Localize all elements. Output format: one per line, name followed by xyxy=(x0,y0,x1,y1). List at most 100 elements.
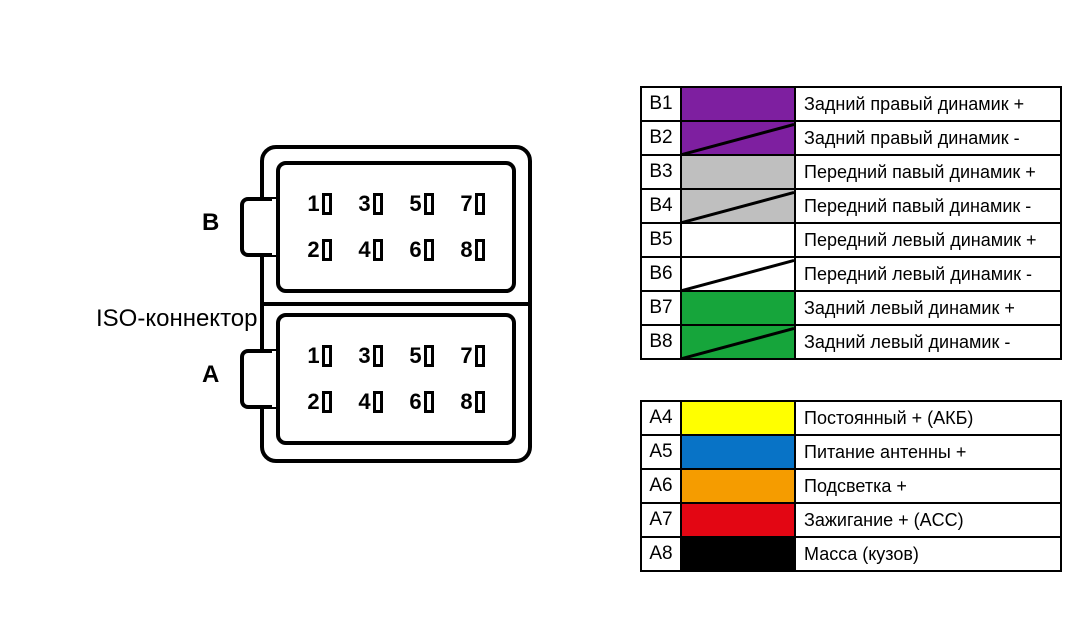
pins-a: 13572468 xyxy=(280,317,512,441)
legend-label: Питание антенны + xyxy=(796,436,1060,468)
connector-title: ISO-коннектор xyxy=(96,305,258,333)
legend-pin-id: B7 xyxy=(642,292,682,324)
pin-number: 3 xyxy=(358,343,370,369)
pin-a-3: 3 xyxy=(345,335,396,377)
page-root: ISO-коннектор B A 13572468 13572468 B1За… xyxy=(0,0,1080,621)
legend-swatch xyxy=(682,538,796,570)
legend-pin-id: B6 xyxy=(642,258,682,290)
pin-number: 7 xyxy=(460,191,472,217)
legend-group-b: B1 Задний правый динамик +B2Задний правый… xyxy=(640,86,1062,360)
pin-number: 5 xyxy=(409,343,421,369)
legend-row-b2: B2Задний правый динамик - xyxy=(642,120,1060,154)
pin-number: 2 xyxy=(307,237,319,263)
pin-b-6: 6 xyxy=(396,229,447,271)
pin-box-icon xyxy=(475,239,485,261)
pin-number: 1 xyxy=(307,343,319,369)
pin-number: 3 xyxy=(358,191,370,217)
pin-b-3: 3 xyxy=(345,183,396,225)
swatch-fill xyxy=(682,88,794,120)
pin-number: 8 xyxy=(460,237,472,263)
legend-pin-id: A5 xyxy=(642,436,682,468)
legend-row-b6: B6 Передний левый динамик - xyxy=(642,256,1060,290)
pin-b-8: 8 xyxy=(447,229,498,271)
pin-b-1: 1 xyxy=(294,183,345,225)
pin-b-2: 2 xyxy=(294,229,345,271)
pin-a-1: 1 xyxy=(294,335,345,377)
legend-row-a5: A5 Питание антенны + xyxy=(642,434,1060,468)
legend-label: Задний правый динамик - xyxy=(796,122,1060,154)
legend-label: Передний павый динамик + xyxy=(796,156,1060,188)
pin-b-7: 7 xyxy=(447,183,498,225)
legend-group-a: A4Постоянный + (АКБ)A5Питание антенны +A… xyxy=(640,400,1062,572)
pin-box-icon xyxy=(475,345,485,367)
section-a: 13572468 xyxy=(276,313,516,445)
legend-label: Задний правый динамик + xyxy=(796,88,1060,120)
pin-box-icon xyxy=(373,391,383,413)
pin-b-4: 4 xyxy=(345,229,396,271)
legend-row-a6: A6 Подсветка + xyxy=(642,468,1060,502)
connector-divider xyxy=(264,302,528,306)
pin-a-8: 8 xyxy=(447,381,498,423)
pin-number: 2 xyxy=(307,389,319,415)
legend-pin-id: A7 xyxy=(642,504,682,536)
section-label-b: B xyxy=(202,209,219,237)
pin-box-icon xyxy=(322,345,332,367)
pin-box-icon xyxy=(475,391,485,413)
swatch-slash-icon xyxy=(682,190,794,222)
swatch-slash-icon xyxy=(682,258,794,290)
swatch-fill xyxy=(682,504,794,536)
legend-swatch xyxy=(682,224,796,256)
pin-number: 4 xyxy=(358,237,370,263)
swatch-slash-icon xyxy=(682,122,794,154)
pin-number: 5 xyxy=(409,191,421,217)
legend-pin-id: B8 xyxy=(642,326,682,358)
iso-connector-diagram: B A 13572468 13572468 xyxy=(240,145,532,463)
pin-box-icon xyxy=(373,345,383,367)
legend-label: Задний левый динамик - xyxy=(796,326,1060,358)
legend-pin-id: B1 xyxy=(642,88,682,120)
legend-label: Масса (кузов) xyxy=(796,538,1060,570)
pin-box-icon xyxy=(322,391,332,413)
swatch-slash-icon xyxy=(682,326,794,358)
legend-label: Подсветка + xyxy=(796,470,1060,502)
pin-box-icon xyxy=(373,239,383,261)
pins-b: 1 3 5 7 2 468 xyxy=(280,165,512,289)
pin-number: 8 xyxy=(460,389,472,415)
legend-row-b8: B8 Задний левый динамик - xyxy=(642,324,1060,358)
legend-swatch xyxy=(682,292,796,324)
legend-label: Передний павый динамик - xyxy=(796,190,1060,222)
legend-label: Зажигание + (ACC) xyxy=(796,504,1060,536)
legend-row-a4: A4 Постоянный + (АКБ) xyxy=(642,400,1060,434)
pin-box-icon xyxy=(322,239,332,261)
pin-number: 1 xyxy=(307,191,319,217)
pin-b-5: 5 xyxy=(396,183,447,225)
pin-number: 6 xyxy=(409,389,421,415)
legend-pin-id: B5 xyxy=(642,224,682,256)
swatch-fill xyxy=(682,292,794,324)
legend-row-b5: B5 Передний левый динамик + xyxy=(642,222,1060,256)
legend-row-b4: B4 Передний павый динамик - xyxy=(642,188,1060,222)
legend-label: Постоянный + (АКБ) xyxy=(796,402,1060,434)
legend-swatch xyxy=(682,122,796,154)
swatch-fill xyxy=(682,156,794,188)
legend-swatch xyxy=(682,190,796,222)
legend-swatch xyxy=(682,156,796,188)
legend-pin-id: A4 xyxy=(642,402,682,434)
pin-box-icon xyxy=(424,239,434,261)
legend-label: Передний левый динамик - xyxy=(796,258,1060,290)
legend-label: Передний левый динамик + xyxy=(796,224,1060,256)
legend-pin-id: A6 xyxy=(642,470,682,502)
legend-row-b3: B3Передний павый динамик + xyxy=(642,154,1060,188)
pin-box-icon xyxy=(373,193,383,215)
swatch-fill xyxy=(682,538,794,570)
legend-swatch xyxy=(682,326,796,358)
legend-row-a7: A7 Зажигание + (ACC) xyxy=(642,502,1060,536)
pin-a-2: 2 xyxy=(294,381,345,423)
swatch-fill xyxy=(682,436,794,468)
legend-pin-id: A8 xyxy=(642,538,682,570)
legend-row-b7: B7Задний левый динамик + xyxy=(642,290,1060,324)
pin-a-6: 6 xyxy=(396,381,447,423)
section-label-a: A xyxy=(202,361,219,389)
legend-pin-id: B4 xyxy=(642,190,682,222)
legend-row-b1: B1 Задний правый динамик + xyxy=(642,86,1060,120)
